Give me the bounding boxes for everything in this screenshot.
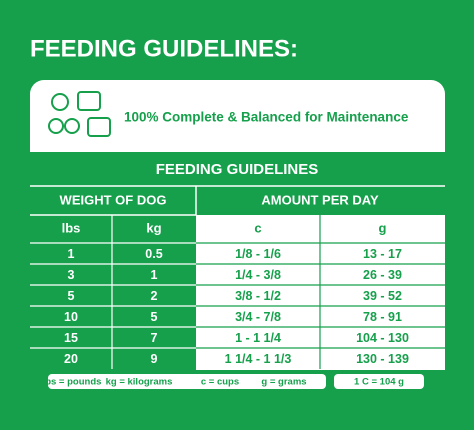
cell: 3 — [68, 268, 75, 282]
cell: 1 — [68, 247, 75, 261]
column-header: lbs — [62, 220, 81, 235]
footer-note: g = grams — [261, 377, 306, 388]
table-title: FEEDING GUIDELINES — [156, 161, 319, 178]
column-header: kg — [146, 220, 161, 235]
cell: 3/8 - 1/2 — [235, 289, 281, 303]
cell: 1 - 1 1/4 — [235, 331, 281, 345]
cell: 5 — [151, 310, 158, 324]
cell: 1/8 - 1/6 — [235, 247, 281, 261]
cell: 13 - 17 — [363, 247, 402, 261]
cell: 7 — [151, 331, 158, 345]
cell: 5 — [68, 289, 75, 303]
cell: 20 — [64, 352, 78, 366]
group-header: WEIGHT OF DOG — [60, 192, 167, 207]
cell: 39 - 52 — [363, 289, 402, 303]
cell: 9 — [151, 352, 158, 366]
footer-pill — [48, 374, 326, 389]
cell: 1 — [151, 268, 158, 282]
cell: 104 - 130 — [356, 331, 409, 345]
group-header: AMOUNT PER DAY — [261, 192, 379, 207]
cell: 0.5 — [145, 247, 162, 261]
cell: 130 - 139 — [356, 352, 409, 366]
column-header: g — [379, 220, 387, 235]
footer-note: c = cups — [201, 377, 239, 388]
cell: 15 — [64, 331, 78, 345]
footer-conversion: 1 C = 104 g — [354, 377, 404, 388]
cell: 2 — [151, 289, 158, 303]
footer-note: lbs = pounds — [43, 377, 102, 388]
cell: 10 — [64, 310, 78, 324]
column-header: c — [254, 220, 261, 235]
footer-pill — [334, 374, 424, 389]
food-icon — [48, 91, 111, 137]
footer-note: kg = kilograms — [106, 377, 173, 388]
cell: 78 - 91 — [363, 310, 402, 324]
cell: 1 1/4 - 1 1/3 — [225, 352, 292, 366]
cell: 1/4 - 3/8 — [235, 268, 281, 282]
cell: 26 - 39 — [363, 268, 402, 282]
cell: 3/4 - 7/8 — [235, 310, 281, 324]
page-title: FEEDING GUIDELINES: — [30, 35, 298, 62]
banner-text: 100% Complete & Balanced for Maintenance — [124, 110, 409, 125]
